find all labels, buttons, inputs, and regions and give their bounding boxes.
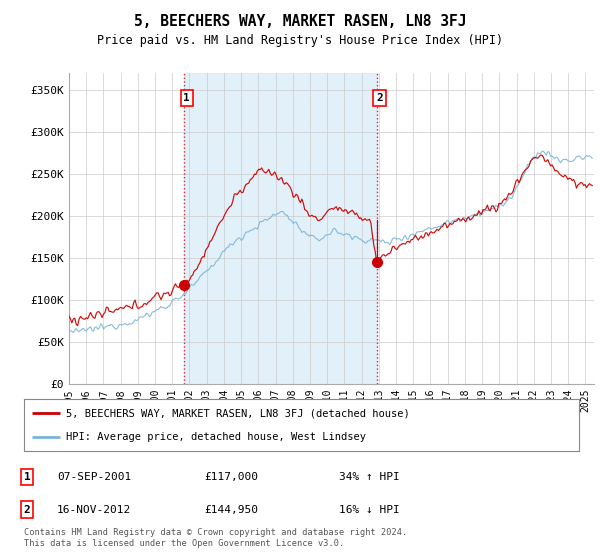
Text: 34% ↑ HPI: 34% ↑ HPI xyxy=(339,472,400,482)
Text: Price paid vs. HM Land Registry's House Price Index (HPI): Price paid vs. HM Land Registry's House … xyxy=(97,34,503,46)
Text: 16-NOV-2012: 16-NOV-2012 xyxy=(57,505,131,515)
Text: 1: 1 xyxy=(23,472,31,482)
Text: HPI: Average price, detached house, West Lindsey: HPI: Average price, detached house, West… xyxy=(65,432,365,442)
Text: 5, BEECHERS WAY, MARKET RASEN, LN8 3FJ (detached house): 5, BEECHERS WAY, MARKET RASEN, LN8 3FJ (… xyxy=(65,408,409,418)
Text: 2: 2 xyxy=(23,505,31,515)
Text: 2: 2 xyxy=(376,93,383,103)
Text: 07-SEP-2001: 07-SEP-2001 xyxy=(57,472,131,482)
Text: £117,000: £117,000 xyxy=(204,472,258,482)
Text: 16% ↓ HPI: 16% ↓ HPI xyxy=(339,505,400,515)
Text: 5, BEECHERS WAY, MARKET RASEN, LN8 3FJ: 5, BEECHERS WAY, MARKET RASEN, LN8 3FJ xyxy=(134,14,466,29)
Text: £144,950: £144,950 xyxy=(204,505,258,515)
Text: 1: 1 xyxy=(184,93,190,103)
Text: Contains HM Land Registry data © Crown copyright and database right 2024.
This d: Contains HM Land Registry data © Crown c… xyxy=(24,528,407,548)
Bar xyxy=(184,73,377,384)
